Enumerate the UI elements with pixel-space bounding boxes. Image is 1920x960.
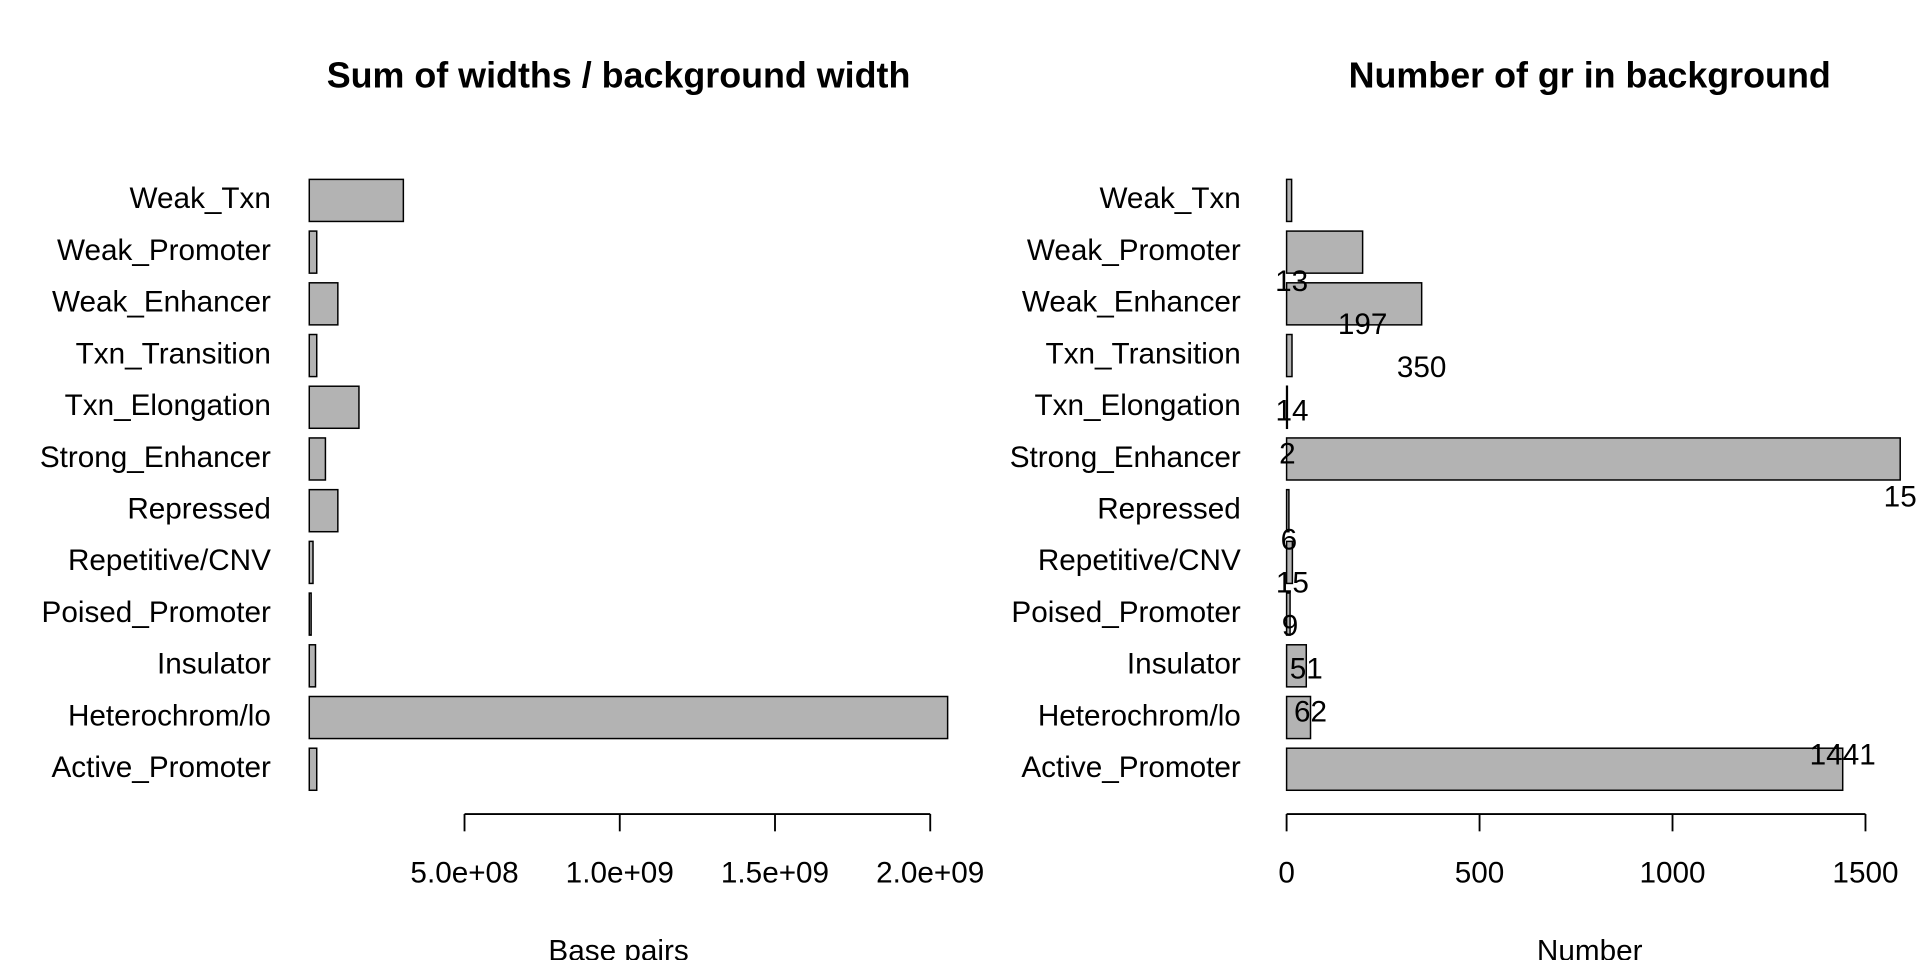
bar-text-label: 51 — [1290, 653, 1323, 686]
bar-text-label: 350 — [1397, 351, 1447, 384]
y-tick-label: Txn_Elongation — [65, 389, 271, 422]
y-tick-label: Repressed — [127, 493, 271, 526]
y-tick-label: Strong_Enhancer — [40, 441, 271, 474]
bar-text-label: 15 — [1276, 567, 1309, 600]
y-tick-label: Txn_Elongation — [1035, 389, 1241, 422]
bar — [1285, 178, 1293, 223]
bar-text-label: 9 — [1282, 610, 1299, 643]
bar — [308, 333, 318, 378]
y-tick-label: Weak_Promoter — [57, 234, 271, 267]
bar — [1285, 230, 1364, 274]
bar — [308, 282, 339, 326]
bar — [1285, 282, 1423, 326]
y-tick-label: Weak_Enhancer — [52, 286, 271, 319]
bar — [308, 488, 339, 533]
bar-text-label: 13 — [1275, 265, 1308, 298]
chart-title: Number of gr in background — [1349, 55, 1831, 95]
x-tick-label: 1500 — [1832, 856, 1898, 889]
x-tick-label: 2.0e+09 — [876, 856, 984, 889]
bar — [1285, 437, 1901, 481]
bar — [1285, 644, 1308, 688]
bar — [308, 644, 317, 688]
y-tick-label: Poised_Promoter — [42, 596, 271, 629]
bar — [1285, 385, 1289, 430]
y-tick-label: Weak_Txn — [130, 182, 271, 215]
x-tick-label: 1.0e+09 — [566, 856, 674, 889]
bar — [1285, 592, 1291, 636]
bar — [1285, 488, 1290, 533]
bar — [308, 385, 360, 430]
bar-text-label: 14 — [1275, 394, 1308, 427]
bar — [308, 695, 949, 740]
y-tick-label: Strong_Enhancer — [1010, 441, 1241, 474]
bar-text-label: 2 — [1279, 437, 1296, 470]
y-tick-label: Repetitive/CNV — [1038, 544, 1241, 577]
y-tick-label: Insulator — [157, 648, 271, 681]
chart-title: Sum of widths / background width — [327, 55, 911, 95]
y-tick-label: Heterochrom/lo — [1038, 699, 1241, 732]
bar-text-label: 62 — [1294, 696, 1327, 729]
x-tick-label: 5.0e+08 — [410, 856, 518, 889]
x-axis-title: Base pairs — [548, 934, 688, 960]
y-tick-label: Active_Promoter — [1021, 751, 1241, 784]
y-tick-label: Txn_Transition — [1046, 337, 1241, 370]
y-tick-label: Insulator — [1127, 648, 1241, 681]
bar-text-label: 197 — [1338, 308, 1388, 341]
x-tick-label: 1.5e+09 — [721, 856, 829, 889]
bar-text-label: 6 — [1281, 523, 1298, 556]
bar — [308, 230, 318, 274]
y-tick-label: Txn_Transition — [76, 337, 271, 370]
x-axis-title: Number — [1537, 934, 1643, 960]
y-tick-label: Weak_Enhancer — [1022, 286, 1241, 319]
bar-text-label: 15 — [1884, 480, 1917, 513]
y-tick-label: Repetitive/CNV — [68, 544, 271, 577]
y-tick-label: Repressed — [1097, 493, 1241, 526]
x-tick-label: 0 — [1278, 856, 1295, 889]
y-tick-label: Weak_Txn — [1099, 182, 1240, 215]
y-tick-label: Poised_Promoter — [1011, 596, 1240, 629]
y-tick-label: Weak_Promoter — [1027, 234, 1241, 267]
bar — [1285, 333, 1293, 378]
x-tick-label: 1000 — [1639, 856, 1705, 889]
y-tick-label: Active_Promoter — [51, 751, 271, 784]
bar — [308, 178, 405, 223]
bar-text-label: 1441 — [1810, 739, 1876, 772]
bar — [308, 540, 314, 585]
bar — [308, 437, 327, 481]
y-tick-label: Heterochrom/lo — [68, 699, 271, 732]
bar — [1285, 695, 1312, 740]
bar — [308, 592, 312, 636]
bar — [1285, 747, 1844, 792]
bar — [308, 747, 318, 792]
bar — [1285, 540, 1294, 585]
x-tick-label: 500 — [1455, 856, 1505, 889]
